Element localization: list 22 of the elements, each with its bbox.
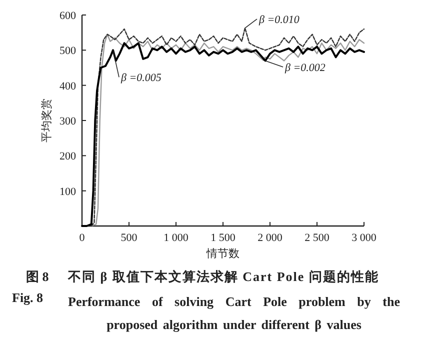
x-tick-label: 2 500 (304, 232, 330, 244)
y-tick-label: 500 (60, 45, 76, 58)
x-tick-label: 500 (120, 232, 138, 244)
x-axis-title: 情节数 (206, 247, 240, 260)
y-axis-title: 平均奖赏 (40, 98, 53, 142)
x-tick-label: 3 000 (352, 232, 377, 244)
y-tick-label: 200 (60, 150, 76, 163)
text: 不同 β 取值下本文算法求解 Cart Pole 问题的性能 (68, 268, 379, 286)
y-tick-label: 300 (60, 116, 76, 128)
series-label: β =0.002 (284, 62, 326, 74)
series-label: β =0.005 (120, 72, 162, 84)
series-label: β =0.010 (258, 14, 300, 26)
x-tick-label: 0 (79, 232, 86, 244)
text: Performance of solving Cart Pole problem by the proposed algorithm under different β values (68, 293, 400, 334)
caption: 图 8 (26, 268, 49, 286)
x-tick-label: 1 000 (164, 232, 189, 244)
y-tick-label: 400 (60, 80, 76, 92)
y-tick-label: 600 (60, 10, 76, 22)
y-tick-label: 100 (60, 186, 76, 198)
x-tick-label: 1 500 (210, 232, 236, 244)
x-tick-label: 2 000 (258, 232, 283, 244)
caption: Fig. 8 (12, 290, 44, 306)
